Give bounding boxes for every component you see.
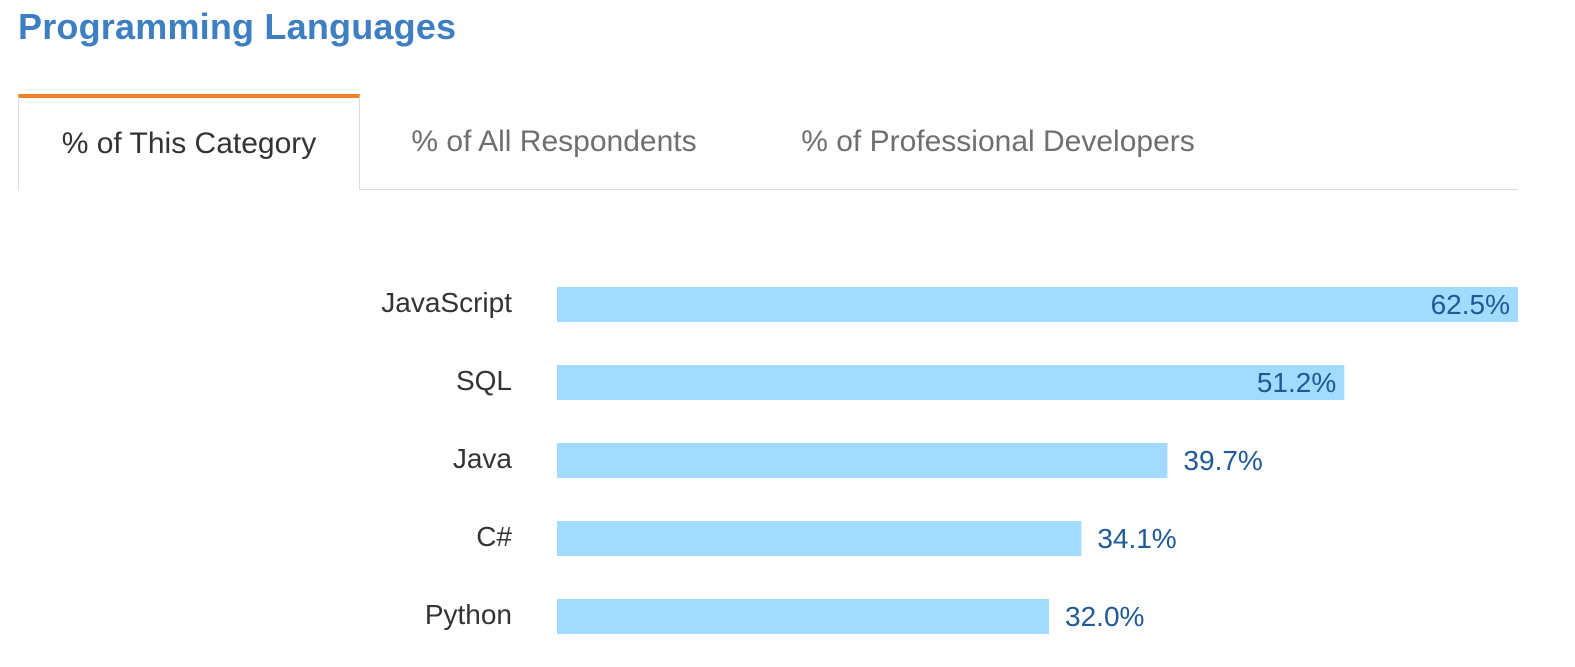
category-label: Java bbox=[453, 443, 513, 474]
tab-bar: % of This Category % of All Respondents … bbox=[18, 94, 1518, 190]
bar-chart: JavaScript 62.5% SQL 51.2% Java 39.7% C# 34.1% P… bbox=[381, 287, 1518, 634]
tab-all-respondents[interactable]: % of All Respondents bbox=[411, 124, 697, 158]
category-label: JavaScript bbox=[381, 287, 512, 318]
value-label: 39.7% bbox=[1183, 445, 1262, 476]
value-label: 62.5% bbox=[1431, 289, 1510, 320]
bar bbox=[557, 599, 1050, 634]
value-label: 32.0% bbox=[1065, 601, 1144, 632]
value-label: 34.1% bbox=[1097, 523, 1176, 554]
page-title: Programming Languages bbox=[18, 6, 457, 47]
category-label: SQL bbox=[456, 365, 512, 396]
bar bbox=[557, 521, 1082, 556]
category-label: C# bbox=[476, 521, 512, 552]
tab-professional-developers[interactable]: % of Professional Developers bbox=[801, 124, 1195, 158]
value-label: 51.2% bbox=[1257, 367, 1336, 398]
bar bbox=[557, 443, 1168, 478]
category-label: Python bbox=[425, 599, 512, 630]
tab-this-category[interactable]: % of This Category bbox=[18, 94, 360, 190]
bar bbox=[557, 287, 1518, 322]
bar bbox=[557, 365, 1345, 400]
